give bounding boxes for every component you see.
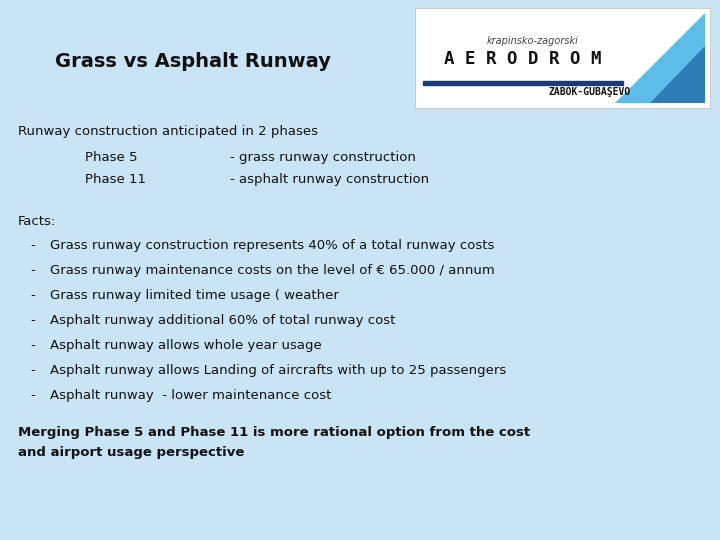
- Text: A E R O D R O M: A E R O D R O M: [444, 50, 602, 68]
- Bar: [423, 81, 623, 85]
- Text: Grass runway construction represents 40% of a total runway costs: Grass runway construction represents 40%…: [50, 239, 495, 252]
- Text: ZABOK-GUBAŞEVO: ZABOK-GUBAŞEVO: [549, 87, 631, 97]
- Text: Runway construction anticipated in 2 phases: Runway construction anticipated in 2 pha…: [18, 125, 318, 138]
- Text: Merging Phase 5 and Phase 11 is more rational option from the cost: Merging Phase 5 and Phase 11 is more rat…: [18, 426, 530, 439]
- Text: Grass runway maintenance costs on the level of € 65.000 / annum: Grass runway maintenance costs on the le…: [50, 264, 495, 277]
- Text: -: -: [30, 339, 35, 352]
- Text: Asphalt runway allows whole year usage: Asphalt runway allows whole year usage: [50, 339, 322, 352]
- Text: -: -: [30, 389, 35, 402]
- Text: Facts:: Facts:: [18, 215, 56, 228]
- Polygon shape: [650, 46, 705, 103]
- Text: -: -: [30, 314, 35, 327]
- Text: Grass vs Asphalt Runway: Grass vs Asphalt Runway: [55, 52, 331, 71]
- Text: Asphalt runway additional 60% of total runway cost: Asphalt runway additional 60% of total r…: [50, 314, 395, 327]
- Text: Grass runway limited time usage ( weather: Grass runway limited time usage ( weathe…: [50, 289, 339, 302]
- Text: Asphalt runway  - lower maintenance cost: Asphalt runway - lower maintenance cost: [50, 389, 331, 402]
- Text: -: -: [30, 264, 35, 277]
- Text: -: -: [30, 239, 35, 252]
- Text: Phase 11: Phase 11: [85, 173, 146, 186]
- Text: Phase 5: Phase 5: [85, 151, 138, 164]
- Text: -: -: [30, 364, 35, 377]
- Text: - grass runway construction: - grass runway construction: [230, 151, 416, 164]
- Bar: [415, 8, 710, 108]
- Text: -: -: [30, 289, 35, 302]
- Text: krapinsko-zagorski: krapinsko-zagorski: [487, 36, 579, 46]
- Text: and airport usage perspective: and airport usage perspective: [18, 446, 244, 459]
- Text: - asphalt runway construction: - asphalt runway construction: [230, 173, 429, 186]
- Text: Asphalt runway allows Landing of aircrafts with up to 25 passengers: Asphalt runway allows Landing of aircraf…: [50, 364, 506, 377]
- Polygon shape: [615, 13, 705, 103]
